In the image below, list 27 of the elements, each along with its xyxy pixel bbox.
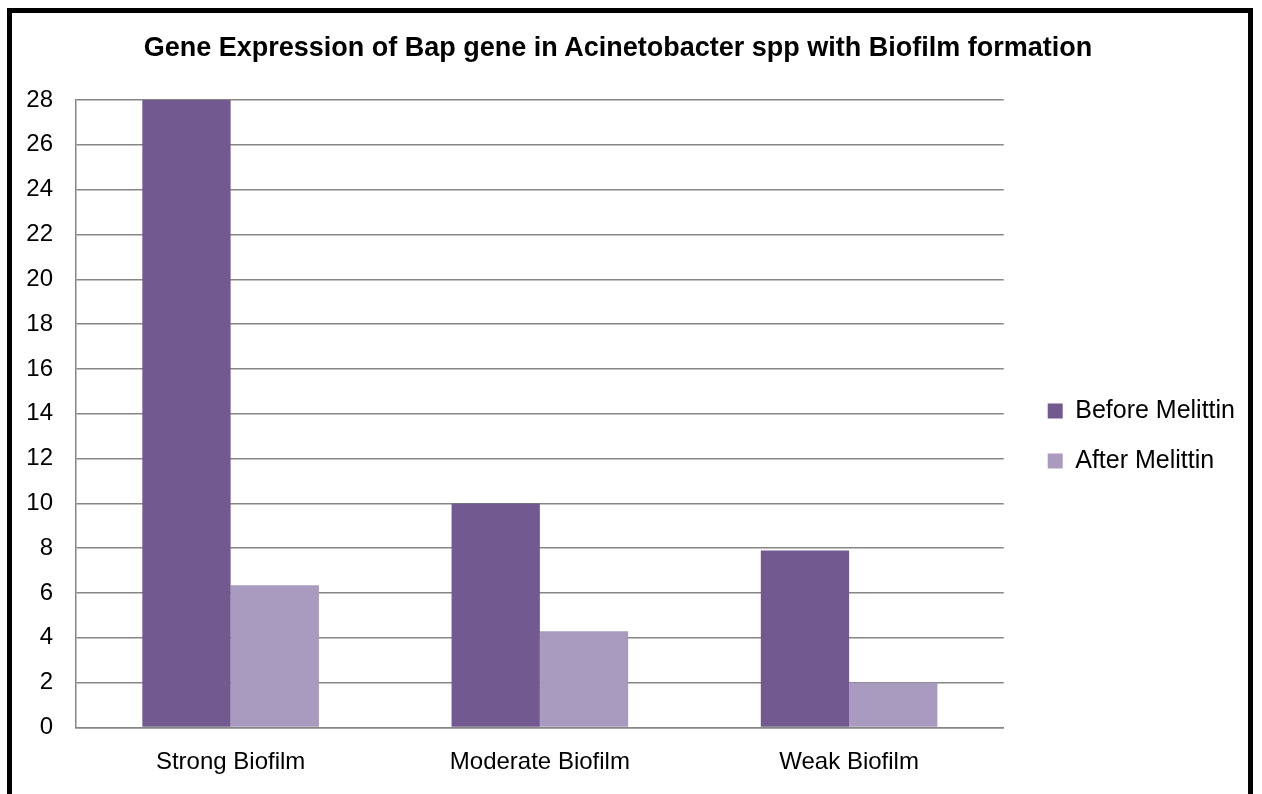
bar <box>760 550 850 727</box>
y-tick-label: 4 <box>39 622 53 650</box>
x-tick-label: Moderate Biofilm <box>449 746 630 774</box>
y-tick-label: 10 <box>26 488 53 516</box>
bar <box>539 631 629 727</box>
legend-label: After Melittin <box>1075 444 1215 473</box>
bar <box>451 503 540 727</box>
y-tick-label: 14 <box>26 398 53 426</box>
x-tick-label: Strong Biofilm <box>155 746 306 774</box>
bar <box>230 585 319 727</box>
bar <box>849 682 938 727</box>
y-tick-label: 8 <box>39 532 53 560</box>
y-tick-label: 24 <box>26 174 53 202</box>
y-tick-label: 20 <box>26 263 53 291</box>
y-tick-label: 6 <box>39 577 53 605</box>
y-tick-label: 12 <box>26 443 53 471</box>
y-tick-label: 16 <box>26 353 53 381</box>
legend-label: Before Melittin <box>1075 394 1236 423</box>
y-tick-label: 18 <box>26 308 53 336</box>
y-tick-label: 28 <box>26 84 53 112</box>
chart-title: Gene Expression of Bap gene in Acinetobacter spp with Biofilm formation <box>143 31 1093 62</box>
y-tick-label: 26 <box>26 129 53 157</box>
y-tick-label: 0 <box>39 712 53 740</box>
y-tick-label: 22 <box>26 219 53 247</box>
y-tick-label: 2 <box>39 667 53 695</box>
bar <box>142 100 231 727</box>
x-tick-label: Weak Biofilm <box>779 746 919 774</box>
